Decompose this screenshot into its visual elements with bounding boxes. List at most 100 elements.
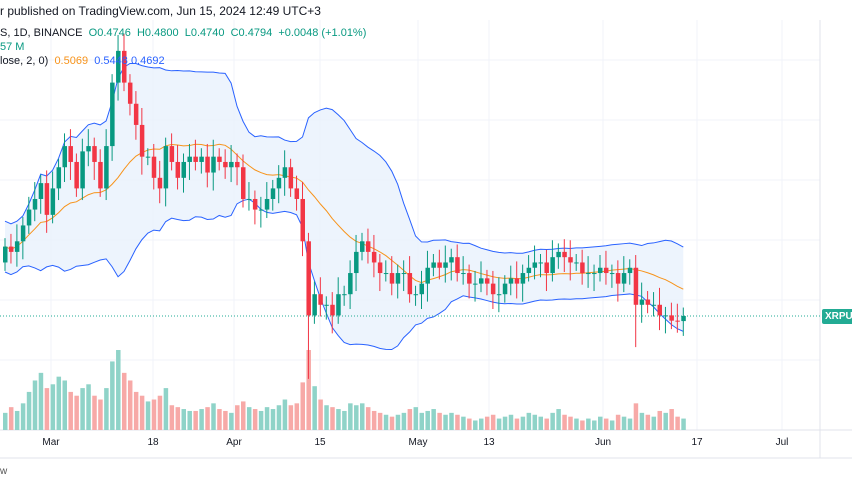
volume-bar <box>633 403 639 430</box>
candle-body <box>80 151 85 189</box>
candle-body <box>568 257 573 263</box>
bb-lower: 0.4692 <box>130 55 165 67</box>
volume-bar <box>484 416 490 430</box>
candle-body <box>383 273 389 275</box>
candle-body <box>282 167 288 178</box>
volume-bar <box>229 412 234 430</box>
bb-basis: 0.5069 <box>54 55 89 67</box>
candle-body <box>365 241 371 252</box>
candle-body <box>324 304 329 306</box>
volume-bar <box>68 391 73 430</box>
candle-body <box>181 161 186 178</box>
volume-bar <box>651 416 657 430</box>
candle-body <box>502 283 508 295</box>
volume-bar <box>145 401 151 430</box>
candle-body <box>586 273 591 275</box>
candle-body <box>633 267 639 305</box>
volume-bar <box>526 412 532 430</box>
candle-body <box>669 315 674 321</box>
volume-bar <box>74 395 79 430</box>
volume-bar <box>348 403 353 430</box>
volume-bar <box>669 409 674 430</box>
volume-bar <box>371 410 377 430</box>
volume-bar <box>449 412 454 430</box>
volume-bar <box>514 418 520 430</box>
volume-bar <box>627 418 633 430</box>
candle-body <box>270 188 276 199</box>
volume-bar <box>377 412 383 430</box>
candle-body <box>32 198 38 210</box>
volume-bar <box>44 388 50 430</box>
volume-bar <box>235 405 240 430</box>
candle-body <box>300 198 305 242</box>
volume-bar <box>241 401 246 430</box>
published-header: r published on TradingView.com, Jun 15, … <box>0 4 321 18</box>
candle-body <box>8 246 14 252</box>
bollinger-lower-line <box>4 198 684 351</box>
candle-body <box>556 251 561 258</box>
candle-body <box>526 267 532 274</box>
x-tick: 18 <box>147 437 159 448</box>
candle-body <box>639 299 645 305</box>
candle-body <box>252 198 258 210</box>
candle-body <box>50 188 56 215</box>
volume-bar <box>455 414 460 430</box>
volume-bar <box>467 418 472 430</box>
x-tick: 13 <box>483 437 495 448</box>
candle-body <box>401 273 407 275</box>
volume-bar <box>258 410 264 430</box>
volume-bar <box>264 407 270 430</box>
candle-body <box>246 198 252 200</box>
candle-body <box>288 167 294 189</box>
last-price-label: XRPUS <box>822 309 852 324</box>
volume-bar <box>32 380 38 430</box>
volume-bar <box>603 418 609 430</box>
volume-bar <box>312 386 317 430</box>
candle-body <box>473 283 478 285</box>
volume-bar <box>354 405 359 430</box>
volume-bar <box>365 407 371 430</box>
volume-bar <box>437 412 442 430</box>
candle-body <box>223 161 228 168</box>
volume-bar <box>621 416 627 430</box>
candle-body <box>211 156 216 173</box>
volume-bar <box>110 361 115 430</box>
volume-bar <box>532 414 538 430</box>
volume-bar <box>615 414 621 430</box>
candle-body <box>318 294 323 305</box>
volume-bar <box>568 416 573 430</box>
volume-bar <box>288 405 294 430</box>
volume-bar <box>92 395 97 430</box>
volume-bar <box>169 405 175 430</box>
candle-body <box>98 161 103 189</box>
candle-body <box>574 262 579 264</box>
candle-body <box>294 188 300 199</box>
candle-body <box>419 283 424 295</box>
volume-bar <box>20 403 26 430</box>
volume-bar <box>98 399 103 430</box>
candle-body <box>264 198 270 210</box>
volume-bar <box>580 420 585 430</box>
candle-body <box>312 294 317 316</box>
volume-bar <box>211 403 216 430</box>
volume-bar <box>122 372 127 430</box>
candle-body <box>342 294 347 296</box>
volume-bar <box>324 405 329 430</box>
legend-close: C0.4794 <box>230 27 273 39</box>
volume-bar <box>187 410 192 430</box>
volume-bar <box>139 395 145 430</box>
volume-bar <box>50 384 56 430</box>
candle-body <box>413 294 419 296</box>
candle-body <box>532 262 538 268</box>
legend-change: +0.0048 (+1.01%) <box>278 27 367 39</box>
candle-body <box>609 273 615 275</box>
volume-bar <box>538 416 543 430</box>
x-tick: 17 <box>691 437 703 448</box>
candle-body <box>389 273 395 284</box>
candle-body <box>348 273 353 295</box>
candle-body <box>258 209 264 211</box>
candle-body <box>187 156 192 162</box>
candle-body <box>26 209 32 226</box>
candle-body <box>145 156 151 158</box>
